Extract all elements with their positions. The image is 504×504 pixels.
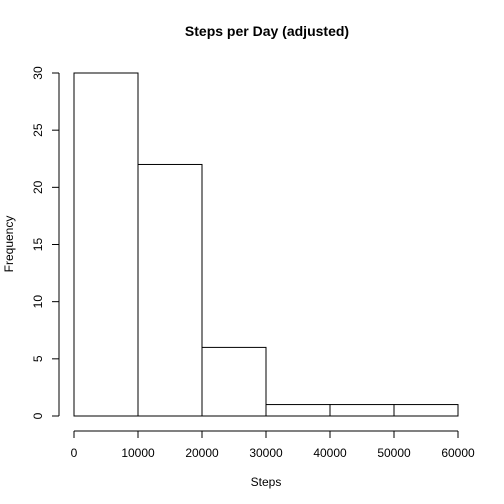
x-tick-label-4: 40000 [313,446,347,460]
histogram-bar-3 [265,404,331,417]
histogram-bar-4 [329,404,395,417]
y-axis-label: Frequency [2,216,16,273]
histogram-bar-0 [73,72,139,417]
histogram-bar-5 [393,404,459,417]
x-tick-label-1: 10000 [121,446,155,460]
x-tick-label-2: 20000 [185,446,219,460]
x-tick-label-6: 60000 [441,446,475,460]
y-tick-label-1: 5 [31,355,45,362]
x-axis-label: Steps [251,475,282,489]
y-tick-label-4: 20 [31,180,45,194]
x-axis: 0 10000 20000 30000 40000 50000 60000 [71,430,475,460]
x-tick-label-5: 50000 [377,446,411,460]
y-tick-label-2: 10 [31,295,45,309]
bars-group [73,72,459,417]
y-tick-label-6: 30 [31,66,45,80]
y-tick-label-3: 15 [31,238,45,252]
y-tick-label-0: 0 [31,412,45,419]
y-axis: 0 5 10 15 20 25 30 [31,66,60,419]
histogram-bar-1 [137,163,203,417]
x-tick-label-0: 0 [71,446,78,460]
chart-title: Steps per Day (adjusted) [185,23,349,39]
y-tick-label-5: 25 [31,123,45,137]
histogram-bar-2 [201,346,267,417]
x-tick-label-3: 30000 [249,446,283,460]
